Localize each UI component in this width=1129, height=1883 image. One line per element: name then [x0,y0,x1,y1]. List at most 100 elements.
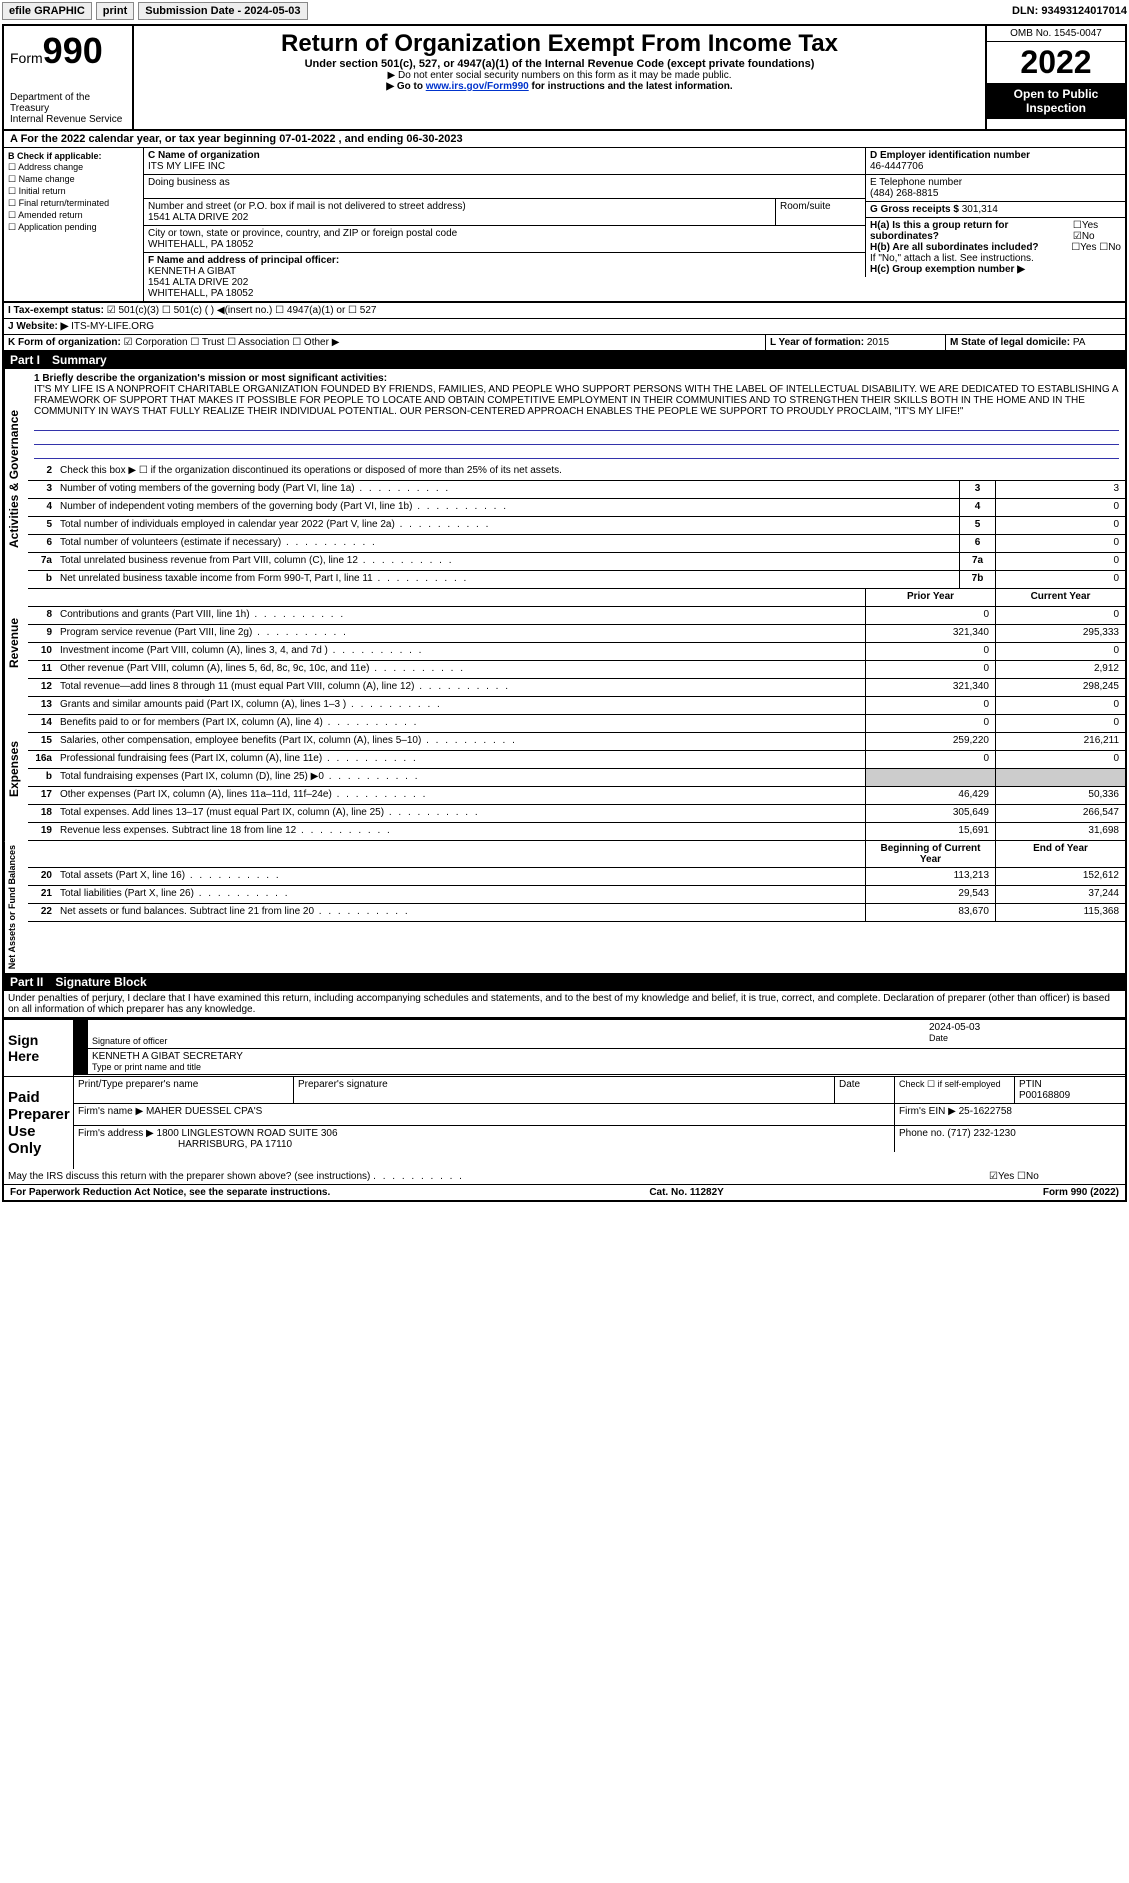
discuss-a[interactable]: ☑Yes ☐No [985,1169,1125,1184]
self-emp[interactable]: Check ☐ if self-employed [895,1077,1015,1103]
part2-title: Signature Block [55,975,146,989]
m-value: PA [1073,337,1086,348]
vtab-na: Net Assets or Fund Balances [4,841,28,973]
exp-block: Expenses 13Grants and similar amounts pa… [4,697,1125,841]
print-button[interactable]: print [96,2,134,20]
e-label: E Telephone number [870,177,1121,188]
table-row: 6Total number of volunteers (estimate if… [28,535,1125,553]
efile-topbar: efile GRAPHIC print Submission Date - 20… [0,0,1129,22]
firm-addr2: HARRISBURG, PA 17110 [178,1139,890,1150]
part2-label: Part II [10,975,43,989]
form990-link[interactable]: www.irs.gov/Form990 [426,81,529,92]
ha-label: H(a) Is this a group return for subordin… [870,220,1073,242]
hb-value[interactable]: ☐Yes ☐No [1071,242,1121,253]
table-row: 13Grants and similar amounts paid (Part … [28,697,1125,715]
check-name[interactable]: ☐ Name change [8,174,139,185]
form-header: Form990 Department of the Treasury Inter… [4,26,1125,131]
note2-post: for instructions and the latest informat… [529,81,733,92]
form-note2: ▶ Go to www.irs.gov/Form990 for instruct… [142,81,977,92]
website-value: ITS-MY-LIFE.ORG [71,321,154,332]
irs-label: Internal Revenue Service [10,114,126,125]
org-name: ITS MY LIFE INC [148,161,861,172]
form-prefix: Form [10,50,43,66]
firm-ein: 25-1622758 [959,1106,1012,1117]
table-row: 11Other revenue (Part VIII, column (A), … [28,661,1125,679]
sig-date: 2024-05-03 [929,1022,1121,1033]
check-final[interactable]: ☐ Final return/terminated [8,198,139,209]
table-row: 9Program service revenue (Part VIII, lin… [28,625,1125,643]
footer-right: Form 990 (2022) [1043,1187,1119,1198]
gross-cell: G Gross receipts $ 301,314 [865,202,1125,218]
name-label: Type or print name and title [92,1062,1121,1072]
note2-pre: ▶ Go to [386,81,425,92]
room-label: Room/suite [775,199,865,225]
prep-sig-hdr: Preparer's signature [294,1077,835,1103]
table-row: 16aProfessional fundraising fees (Part I… [28,751,1125,769]
check-initial[interactable]: ☐ Initial return [8,186,139,197]
entity-block: B Check if applicable: ☐ Address change … [4,148,1125,303]
ptin-value: P00168809 [1019,1090,1121,1101]
addr-row: Number and street (or P.O. box if mail i… [144,199,865,226]
na-header: Beginning of Current Year End of Year [28,841,1125,868]
i-opts[interactable]: ☑ 501(c)(3) ☐ 501(c) ( ) ◀(insert no.) ☐… [107,305,377,316]
vtab-exp: Expenses [4,697,28,841]
l-value: 2015 [867,337,889,348]
form-subtitle: Under section 501(c), 527, or 4947(a)(1)… [142,58,977,70]
check-column: B Check if applicable: ☐ Address change … [4,148,144,301]
j-label: J Website: ▶ [8,321,68,332]
k-label: K Form of organization: [8,337,121,348]
ha-value[interactable]: ☐Yes ☑No [1073,220,1121,242]
table-row: 22Net assets or fund balances. Subtract … [28,904,1125,922]
table-row: 14Benefits paid to or for members (Part … [28,715,1125,733]
officer-addr2: WHITEHALL, PA 18052 [148,288,861,299]
part2-header: Part II Signature Block [4,973,1125,991]
table-row: 15Salaries, other compensation, employee… [28,733,1125,751]
form-note1: ▶ Do not enter social security numbers o… [142,70,977,81]
footer: For Paperwork Reduction Act Notice, see … [4,1185,1125,1200]
paid-block: Paid Preparer Use Only Print/Type prepar… [4,1076,1125,1169]
omb-number: OMB No. 1545-0047 [987,26,1125,42]
firm-name: MAHER DUESSEL CPA'S [146,1106,262,1117]
current-hdr: Current Year [995,589,1125,606]
mission-label: 1 Briefly describe the organization's mi… [34,373,1119,384]
perjury-text: Under penalties of perjury, I declare th… [4,991,1125,1018]
check-amended[interactable]: ☐ Amended return [8,210,139,221]
form-container: Form990 Department of the Treasury Inter… [2,24,1127,1202]
officer-cell: F Name and address of principal officer:… [144,253,865,301]
addr-value: 1541 ALTA DRIVE 202 [148,212,771,223]
table-row: 20Total assets (Part X, line 16)113,2131… [28,868,1125,886]
table-row: 12Total revenue—add lines 8 through 11 (… [28,679,1125,697]
ein-cell: D Employer identification number 46-4447… [865,148,1125,175]
prep-date-hdr: Date [835,1077,895,1103]
open-public-badge: Open to Public Inspection [987,83,1125,119]
firm-addr1: 1800 LINGLESTOWN ROAD SUITE 306 [157,1128,338,1139]
table-row: 5Total number of individuals employed in… [28,517,1125,535]
rev-block: Revenue Prior Year Current Year 8Contrib… [4,589,1125,697]
table-row: bNet unrelated business taxable income f… [28,571,1125,589]
firm-ein-label: Firm's EIN ▶ [899,1106,956,1117]
f-label: F Name and address of principal officer: [148,255,861,266]
dba-cell: Doing business as [144,175,865,199]
city-value: WHITEHALL, PA 18052 [148,239,861,250]
status-row-j: J Website: ▶ ITS-MY-LIFE.ORG [4,319,1125,335]
check-pending[interactable]: ☐ Application pending [8,222,139,233]
table-row: 17Other expenses (Part IX, column (A), l… [28,787,1125,805]
m-label: M State of legal domicile: [950,337,1073,348]
entity-mid: C Name of organization ITS MY LIFE INC D… [144,148,865,301]
submission-date: Submission Date - 2024-05-03 [138,2,307,20]
officer-name: KENNETH A GIBAT [148,266,861,277]
org-name-cell: C Name of organization ITS MY LIFE INC [144,148,865,175]
table-row: 10Investment income (Part VIII, column (… [28,643,1125,661]
part1-header: Part I Summary [4,351,1125,369]
check-addr[interactable]: ☐ Address change [8,162,139,173]
mission-line [34,417,1119,431]
officer-addr1: 1541 ALTA DRIVE 202 [148,277,861,288]
entity-right: D Employer identification number 46-4447… [865,148,1125,301]
end-hdr: End of Year [995,841,1125,867]
footer-left: For Paperwork Reduction Act Notice, see … [10,1187,330,1198]
k-opts[interactable]: ☑ Corporation ☐ Trust ☐ Association ☐ Ot… [124,337,340,348]
table-row: 7aTotal unrelated business revenue from … [28,553,1125,571]
addr-label: Number and street (or P.O. box if mail i… [148,201,771,212]
status-row-i: I Tax-exempt status: ☑ 501(c)(3) ☐ 501(c… [4,303,1125,319]
firm-phone: (717) 232-1230 [947,1128,1015,1139]
